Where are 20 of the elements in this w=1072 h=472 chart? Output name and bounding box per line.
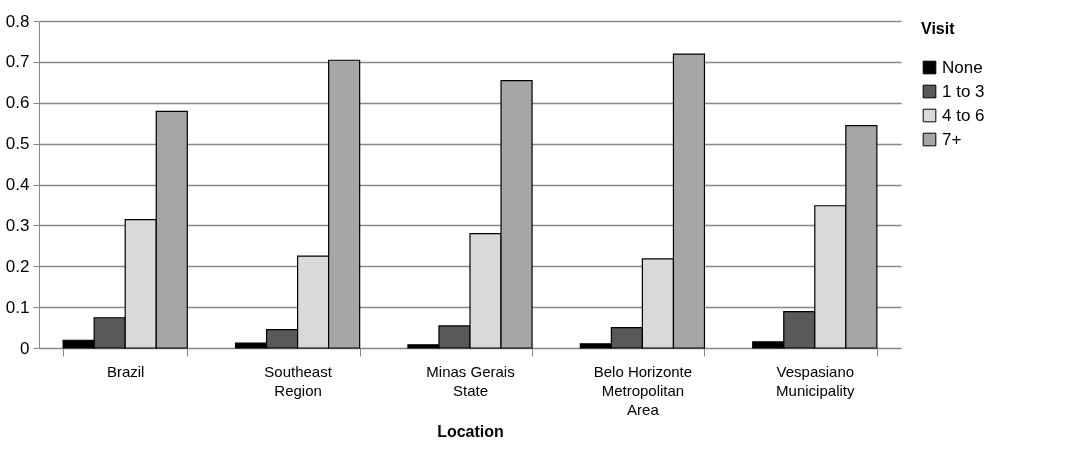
- x-tick-label: Brazil: [106, 362, 145, 380]
- x-tick-label: Southeast Region: [264, 362, 333, 399]
- y-tick-label: 0.7: [5, 52, 30, 72]
- x-tick-label: Vespasiano Municipality: [776, 362, 855, 399]
- y-tick-label: 0.2: [5, 256, 30, 276]
- legend-label: None: [942, 57, 983, 77]
- legend-label: 1 to 3: [942, 81, 985, 101]
- legend-label: 4 to 6: [942, 105, 985, 125]
- y-tick-label: 0.3: [5, 215, 30, 235]
- y-tick-label: 0.5: [5, 134, 30, 154]
- x-axis-title: Location: [437, 422, 504, 440]
- y-tick-label: 0: [20, 338, 30, 358]
- y-tick-label: 0.1: [5, 297, 30, 317]
- x-tick-label: Belo Horizonte Metropolitan Area: [593, 362, 693, 418]
- x-tick-label: Minas Gerais State: [426, 362, 515, 399]
- y-tick-label: 0.8: [5, 11, 30, 31]
- y-tick-label: 0.6: [5, 93, 30, 113]
- legend-title: Visit: [921, 20, 956, 37]
- y-tick-label: 0.4: [5, 175, 30, 194]
- legend-label: 7+: [942, 129, 962, 149]
